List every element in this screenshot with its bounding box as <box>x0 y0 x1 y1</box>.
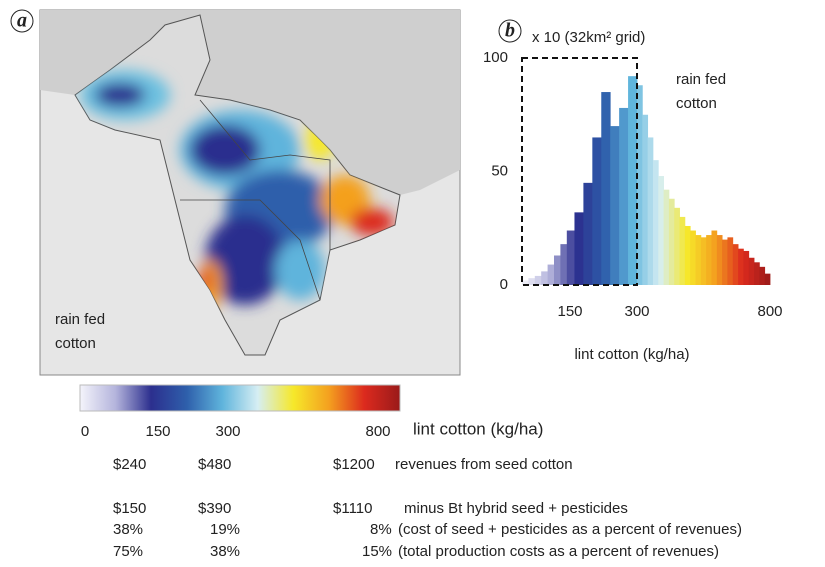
bar <box>733 244 739 285</box>
y-tick-label: 100 <box>483 49 508 66</box>
table-cell: 38% <box>113 521 143 538</box>
bar <box>628 76 637 285</box>
bar <box>685 226 691 285</box>
bar <box>696 235 702 285</box>
bar <box>706 235 712 285</box>
colorbar-tick-label: 800 <box>365 423 390 440</box>
x-tick-label: 300 <box>624 303 649 320</box>
bar <box>701 237 707 285</box>
row-description: (total production costs as a percent of … <box>398 543 719 560</box>
bar <box>754 262 760 285</box>
table-cell: $390 <box>198 500 231 517</box>
bar <box>560 244 567 285</box>
bar <box>535 276 542 285</box>
bar <box>749 258 755 285</box>
bar <box>574 212 583 285</box>
bar <box>541 271 548 285</box>
bar <box>619 108 628 285</box>
table-cell: $150 <box>113 500 146 517</box>
table-cell: 19% <box>210 521 240 538</box>
table-cell: 8% <box>370 521 392 538</box>
bar <box>759 267 765 285</box>
table-cell: $240 <box>113 456 146 473</box>
row-description: (cost of seed + pesticides as a percent … <box>398 521 742 538</box>
bar <box>690 231 696 285</box>
bar <box>610 126 619 285</box>
x-axis-title: lint cotton (kg/ha) <box>574 346 689 363</box>
bar <box>658 176 664 285</box>
colorbar-tick-label: 0 <box>81 423 89 440</box>
bar <box>653 160 659 285</box>
y-axis-title: x 10 (32km² grid) <box>532 29 645 46</box>
table-cell: $480 <box>198 456 231 473</box>
bar <box>738 249 744 285</box>
bar <box>642 115 648 285</box>
x-tick-label: 800 <box>757 303 782 320</box>
bar <box>711 231 717 285</box>
colorbar <box>80 385 400 411</box>
colorbar-tick-label: 150 <box>145 423 170 440</box>
bar <box>548 265 555 285</box>
bar <box>717 235 723 285</box>
bar <box>648 137 654 285</box>
map-label: rain fed <box>55 311 105 328</box>
table-cell: 75% <box>113 543 143 560</box>
bar <box>727 237 733 285</box>
bar <box>528 278 535 285</box>
y-tick-label: 0 <box>500 276 508 293</box>
y-tick-label: 50 <box>491 162 508 179</box>
x-tick-label: 150 <box>557 303 582 320</box>
annotation: rain fed <box>676 71 726 88</box>
table-cell: $1200 <box>333 456 375 473</box>
bar <box>601 92 610 285</box>
panel-label: b <box>505 20 515 42</box>
bar <box>592 137 601 285</box>
bar <box>674 208 680 285</box>
bar <box>722 240 728 285</box>
colorbar-tick-label: 300 <box>215 423 240 440</box>
map-label: cotton <box>55 335 96 352</box>
bar <box>567 231 575 285</box>
bar <box>743 251 749 285</box>
panel-label: a <box>17 10 27 32</box>
bar <box>765 274 771 285</box>
table-cell: 15% <box>362 543 392 560</box>
bar <box>664 190 670 285</box>
bar <box>680 217 686 285</box>
row-description: minus Bt hybrid seed + pesticides <box>404 500 628 517</box>
table-cell: 38% <box>210 543 240 560</box>
bar <box>583 183 592 285</box>
bar <box>669 199 675 285</box>
figure: a rain fed cotton b x 10 (32km² grid) ra… <box>0 0 825 567</box>
colorbar-title: lint cotton (kg/ha) <box>413 419 543 438</box>
row-description: revenues from seed cotton <box>395 456 573 473</box>
table-cell: $1110 <box>333 500 373 517</box>
bar <box>554 255 561 285</box>
annotation: cotton <box>676 95 717 112</box>
